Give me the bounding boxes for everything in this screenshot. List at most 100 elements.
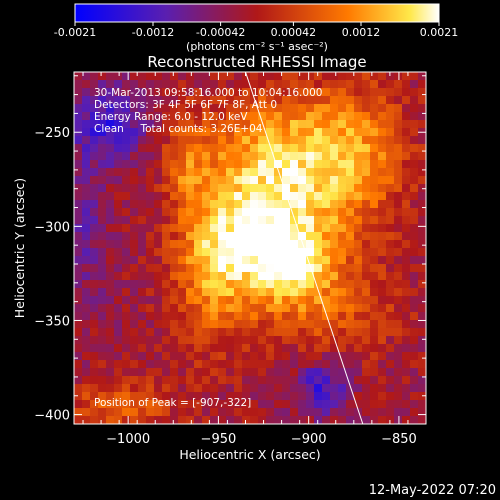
- heatmap-cell: [386, 272, 395, 281]
- heatmap-cell: [418, 272, 426, 281]
- heatmap-cell: [258, 248, 267, 257]
- heatmap-cell: [306, 184, 315, 193]
- heatmap-cell: [266, 96, 275, 105]
- heatmap-cell: [106, 160, 115, 169]
- heatmap-cell: [114, 192, 123, 201]
- heatmap-cell: [90, 224, 99, 233]
- heatmap-cell: [194, 328, 203, 337]
- heatmap-cell: [98, 152, 107, 161]
- heatmap-cell: [74, 272, 83, 281]
- heatmap-cell: [74, 416, 83, 424]
- heatmap-cell: [282, 136, 291, 145]
- heatmap-cell: [130, 152, 139, 161]
- heatmap-cell: [162, 368, 171, 377]
- heatmap-cell: [138, 320, 147, 329]
- heatmap-cell: [386, 328, 395, 337]
- heatmap-cell: [162, 264, 171, 273]
- heatmap-cell: [258, 120, 267, 129]
- heatmap-cell: [98, 408, 107, 417]
- heatmap-cell: [114, 232, 123, 241]
- heatmap-cell: [394, 384, 403, 393]
- heatmap-cell: [306, 368, 315, 377]
- heatmap-cell: [82, 256, 91, 265]
- heatmap-cell: [170, 160, 179, 169]
- heatmap-cell: [82, 120, 91, 129]
- heatmap-cell: [290, 72, 299, 81]
- heatmap-cell: [354, 72, 363, 81]
- heatmap-cell: [290, 288, 299, 297]
- heatmap-cell: [250, 416, 259, 424]
- heatmap-cell: [386, 336, 395, 345]
- heatmap-cell: [386, 200, 395, 209]
- heatmap-cell: [154, 184, 163, 193]
- heatmap-cell: [82, 280, 91, 289]
- heatmap-cell: [386, 216, 395, 225]
- heatmap-cell: [266, 328, 275, 337]
- heatmap-cell: [130, 160, 139, 169]
- heatmap-cell: [98, 208, 107, 217]
- heatmap-cell: [138, 128, 147, 137]
- heatmap-cell: [170, 112, 179, 121]
- heatmap-cell: [354, 104, 363, 113]
- heatmap-cell: [362, 400, 371, 409]
- heatmap-cell: [106, 272, 115, 281]
- heatmap-cell: [162, 216, 171, 225]
- heatmap-cell: [154, 96, 163, 105]
- heatmap-cell: [146, 384, 155, 393]
- heatmap-cell: [362, 352, 371, 361]
- heatmap-cell: [202, 96, 211, 105]
- heatmap-cell: [106, 256, 115, 265]
- heatmap-cell: [98, 120, 107, 129]
- heatmap-cell: [298, 96, 307, 105]
- heatmap-cell: [314, 96, 323, 105]
- heatmap-cell: [394, 88, 403, 97]
- heatmap-cell: [242, 208, 251, 217]
- heatmap-cell: [186, 152, 195, 161]
- heatmap-cell: [82, 368, 91, 377]
- heatmap-cell: [154, 152, 163, 161]
- heatmap-cell: [258, 272, 267, 281]
- heatmap-cell: [186, 192, 195, 201]
- heatmap-cell: [210, 88, 219, 97]
- heatmap-cell: [218, 400, 227, 409]
- heatmap-cell: [258, 80, 267, 89]
- heatmap-cell: [122, 144, 131, 153]
- y-axis-label: Heliocentric Y (arcsec): [12, 178, 27, 318]
- heatmap-cell: [138, 232, 147, 241]
- heatmap-cell: [274, 128, 283, 137]
- heatmap-cell: [234, 248, 243, 257]
- heatmap-cell: [210, 72, 219, 81]
- heatmap-cell: [402, 304, 411, 313]
- heatmap-cell: [266, 72, 275, 81]
- heatmap-cell: [162, 296, 171, 305]
- heatmap-cell: [322, 416, 331, 424]
- heatmap-cell: [402, 88, 411, 97]
- heatmap-cell: [242, 328, 251, 337]
- heatmap-cell: [242, 344, 251, 353]
- heatmap-cell: [226, 312, 235, 321]
- heatmap-cell: [306, 392, 315, 401]
- heatmap-cell: [242, 296, 251, 305]
- heatmap-cell: [146, 264, 155, 273]
- heatmap-cell: [234, 224, 243, 233]
- heatmap-cell: [346, 400, 355, 409]
- heatmap-cell: [114, 80, 123, 89]
- heatmap-cell: [194, 192, 203, 201]
- heatmap-cell: [346, 208, 355, 217]
- heatmap-cell: [282, 312, 291, 321]
- heatmap-cell: [282, 280, 291, 289]
- heatmap-cell: [274, 224, 283, 233]
- heatmap-cell: [330, 336, 339, 345]
- heatmap-cell: [378, 384, 387, 393]
- heatmap-cell: [274, 280, 283, 289]
- heatmap-cell: [162, 232, 171, 241]
- heatmap-cell: [178, 176, 187, 185]
- heatmap-cell: [314, 168, 323, 177]
- heatmap-cell: [114, 376, 123, 385]
- heatmap-cell: [386, 256, 395, 265]
- heatmap-cell: [298, 120, 307, 129]
- heatmap-cell: [210, 208, 219, 217]
- heatmap-cell: [98, 256, 107, 265]
- heatmap-cell: [306, 328, 315, 337]
- heatmap-cell: [306, 144, 315, 153]
